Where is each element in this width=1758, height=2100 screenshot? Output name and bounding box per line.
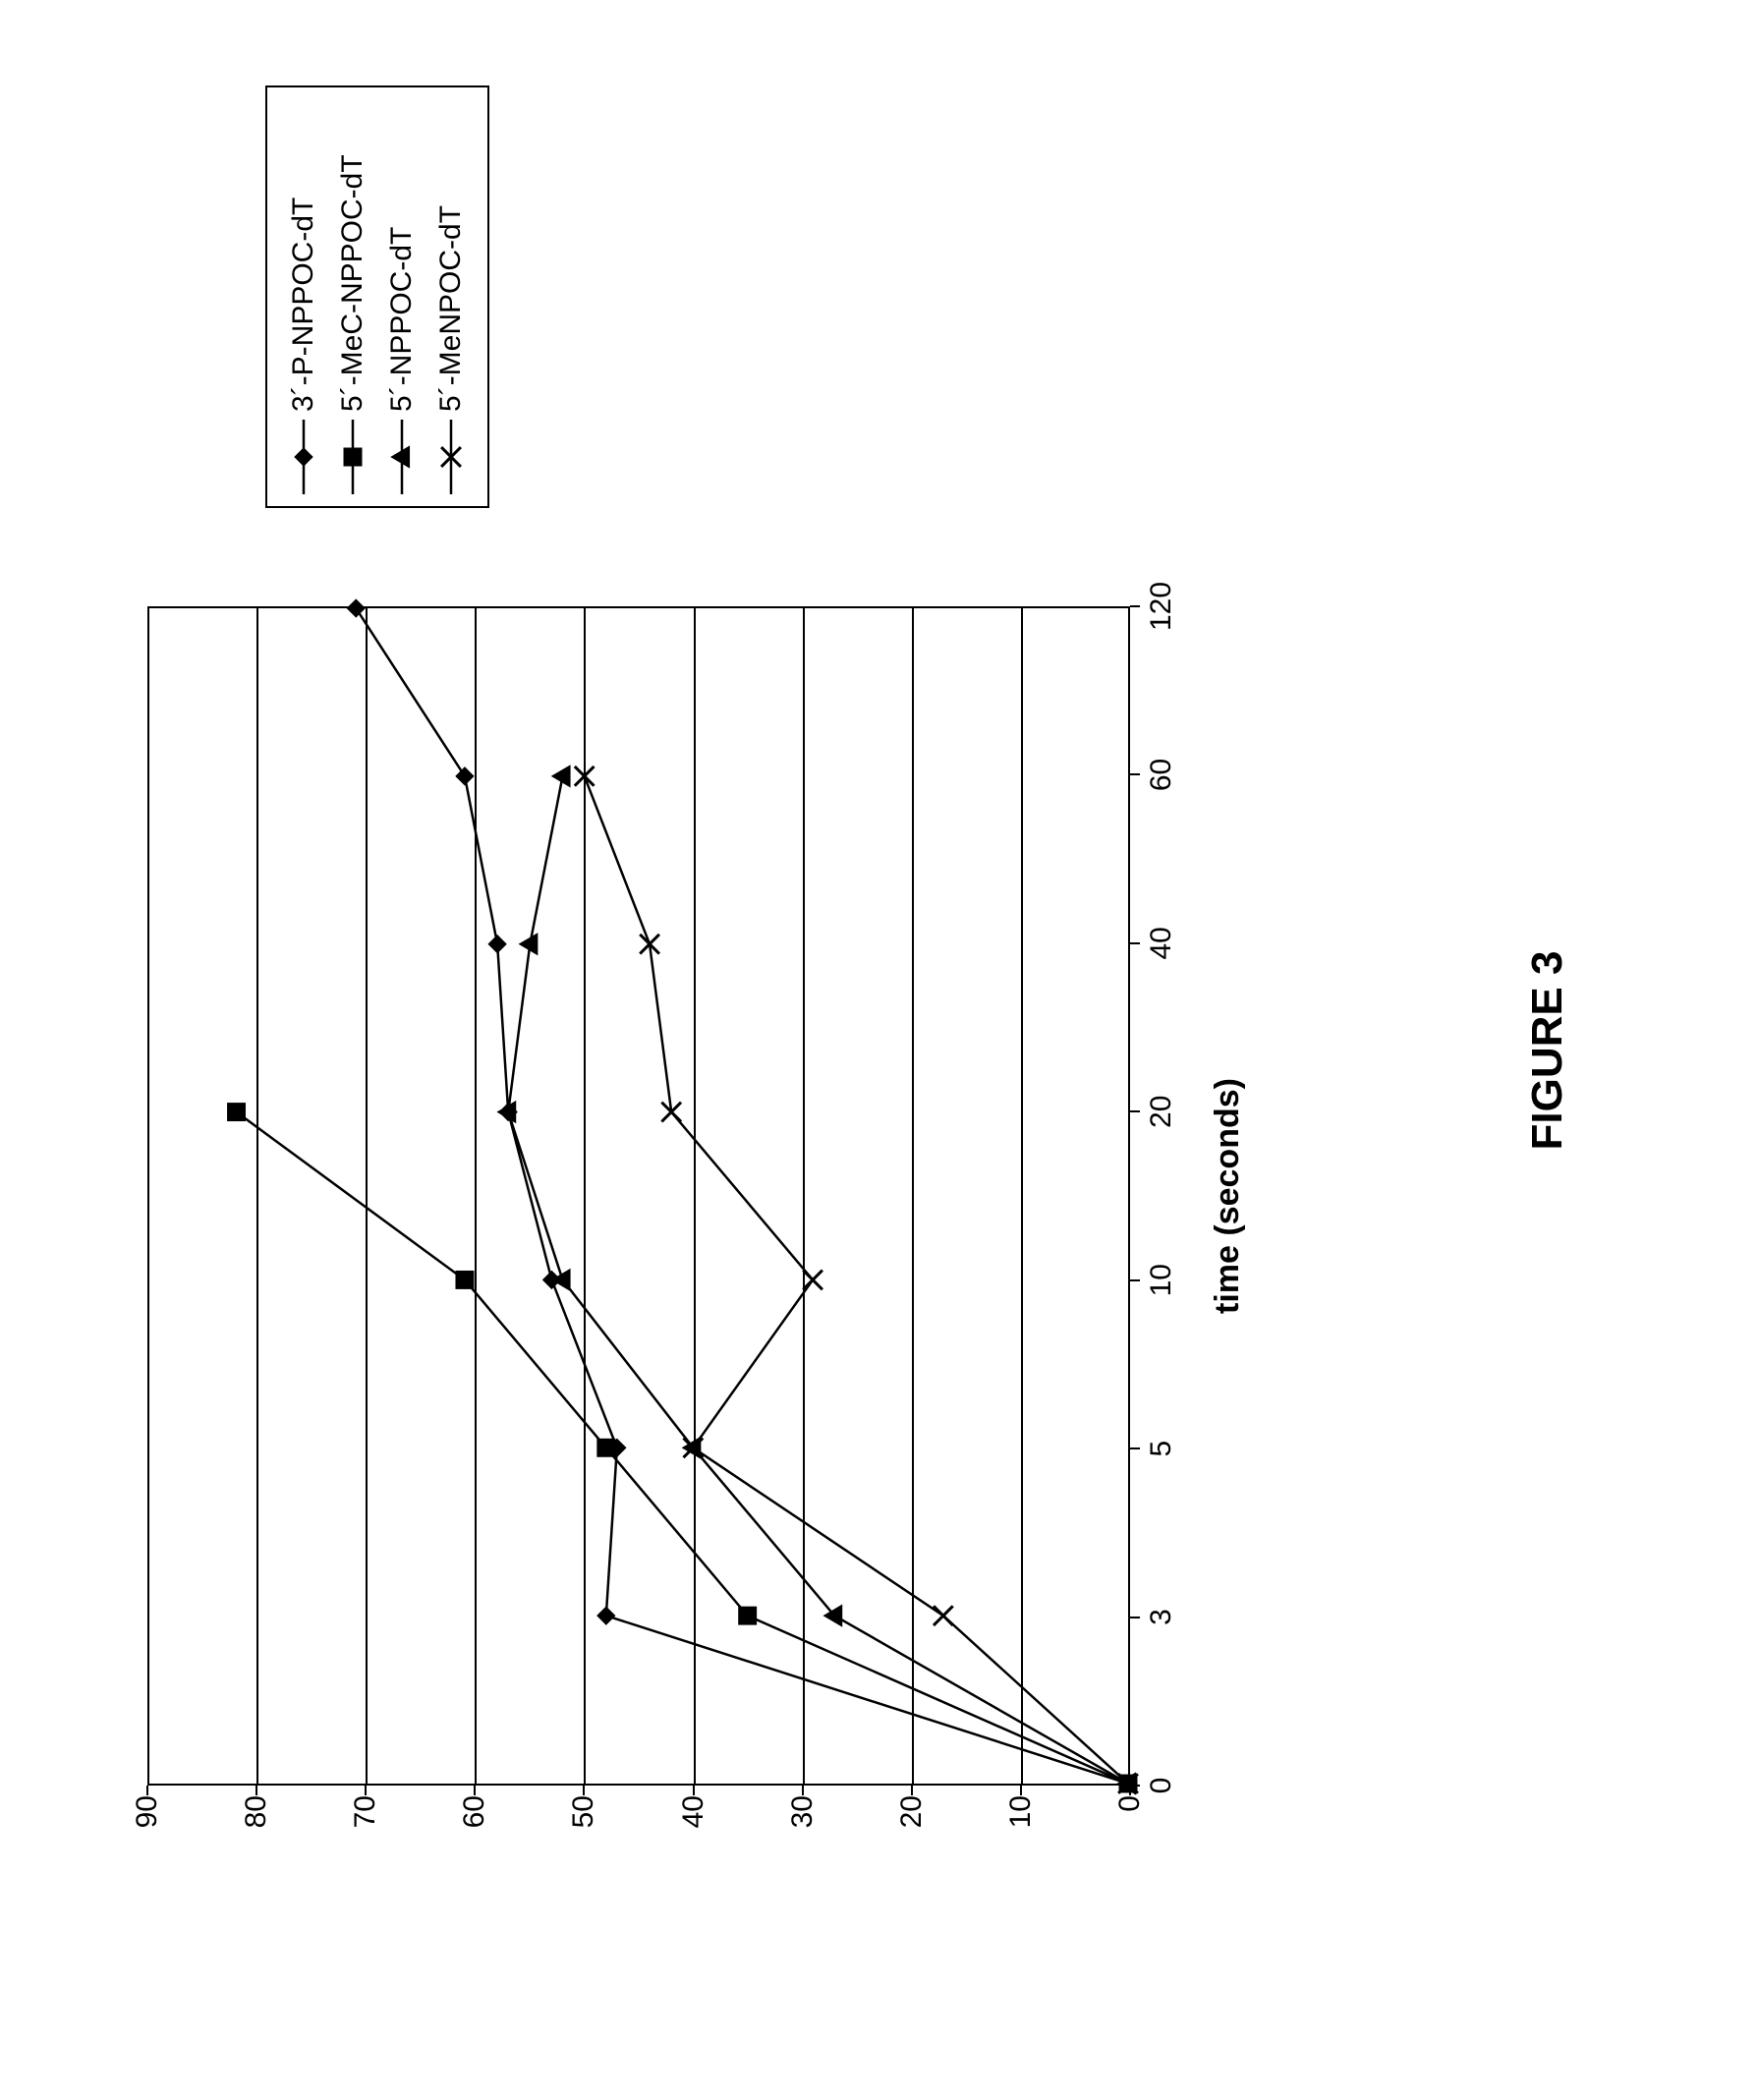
y-tick-mark — [365, 1786, 367, 1795]
series-marker — [488, 936, 506, 953]
y-tick-mark — [911, 1786, 913, 1795]
x-tick-mark — [1130, 1785, 1140, 1787]
x-tick-label: 40 — [1145, 927, 1178, 959]
y-tick-label: 50 — [567, 1795, 600, 1854]
y-tick-label: 10 — [1004, 1795, 1038, 1854]
legend-marker — [431, 418, 471, 496]
x-tick-mark — [1130, 773, 1140, 775]
legend-label: 5´-MeNPOC-dT — [434, 205, 468, 412]
gridline — [803, 606, 805, 1786]
legend: 3´-P-NPPOC-dT 5´-MeC-NPPOC-dT 5´-NPPOC-dT 5… — [265, 85, 489, 508]
y-tick-mark — [693, 1786, 695, 1795]
x-tick-mark — [1130, 1110, 1140, 1112]
series-marker — [597, 1607, 615, 1624]
gridline — [366, 606, 368, 1786]
legend-item: 3´-P-NPPOC-dT — [279, 97, 328, 496]
y-tick-mark — [802, 1786, 804, 1795]
y-tick-label: 30 — [786, 1795, 820, 1854]
gridline — [912, 606, 914, 1786]
y-tick-label: 80 — [240, 1795, 273, 1854]
series-marker — [739, 1607, 757, 1624]
x-tick-mark — [1130, 942, 1140, 944]
x-tick-mark — [1130, 1279, 1140, 1281]
y-tick-mark — [583, 1786, 585, 1795]
series-marker — [803, 1271, 822, 1290]
series-marker — [228, 1104, 246, 1121]
series-marker — [597, 1439, 615, 1456]
series-marker — [456, 767, 474, 785]
y-tick-label: 70 — [349, 1795, 382, 1854]
legend-marker — [284, 418, 323, 496]
x-axis-title: time (seconds) — [1209, 1078, 1247, 1314]
plot-area — [147, 606, 1130, 1786]
legend-marker — [382, 418, 422, 496]
chart-container: relative intensity [%] time (seconds) 01… — [118, 577, 1238, 1903]
series-line — [508, 776, 1128, 1784]
y-tick-label: 0 — [1113, 1795, 1147, 1854]
y-tick-mark — [255, 1786, 257, 1795]
series-marker — [347, 599, 365, 617]
gridline — [1021, 606, 1023, 1786]
x-tick-label: 5 — [1145, 1441, 1178, 1457]
series-marker — [823, 1605, 841, 1626]
y-tick-label: 40 — [677, 1795, 710, 1854]
y-tick-mark — [146, 1786, 148, 1795]
y-tick-label: 60 — [458, 1795, 491, 1854]
x-tick-label: 10 — [1145, 1264, 1178, 1296]
legend-marker — [333, 418, 372, 496]
y-tick-mark — [474, 1786, 476, 1795]
x-tick-mark — [1130, 1447, 1140, 1449]
legend-item: 5´-MeC-NPPOC-dT — [328, 97, 377, 496]
series-line — [585, 776, 1128, 1784]
y-tick-label: 20 — [895, 1795, 929, 1854]
legend-label: 5´-NPPOC-dT — [385, 227, 419, 412]
figure-caption: FIGURE 3 — [1523, 951, 1572, 1151]
series-marker — [456, 1271, 474, 1288]
legend-item: 5´-MeNPOC-dT — [426, 97, 476, 496]
x-tick-label: 20 — [1145, 1096, 1178, 1128]
gridline — [256, 606, 258, 1786]
x-tick-label: 120 — [1145, 582, 1178, 631]
legend-label: 3´-P-NPPOC-dT — [287, 198, 320, 412]
x-tick-label: 3 — [1145, 1609, 1178, 1625]
gridline — [475, 606, 477, 1786]
y-tick-mark — [1129, 1786, 1131, 1795]
legend-label: 5´-MeC-NPPOC-dT — [336, 154, 369, 412]
legend-item: 5´-NPPOC-dT — [377, 97, 426, 496]
gridline — [694, 606, 696, 1786]
x-tick-mark — [1130, 605, 1140, 607]
x-tick-label: 0 — [1145, 1778, 1178, 1794]
chart-svg — [149, 608, 1128, 1784]
gridline — [584, 606, 586, 1786]
y-tick-label: 90 — [131, 1795, 164, 1854]
x-tick-label: 60 — [1145, 759, 1178, 791]
x-tick-mark — [1130, 1617, 1140, 1618]
series-marker — [934, 1606, 953, 1625]
y-tick-mark — [1020, 1786, 1022, 1795]
